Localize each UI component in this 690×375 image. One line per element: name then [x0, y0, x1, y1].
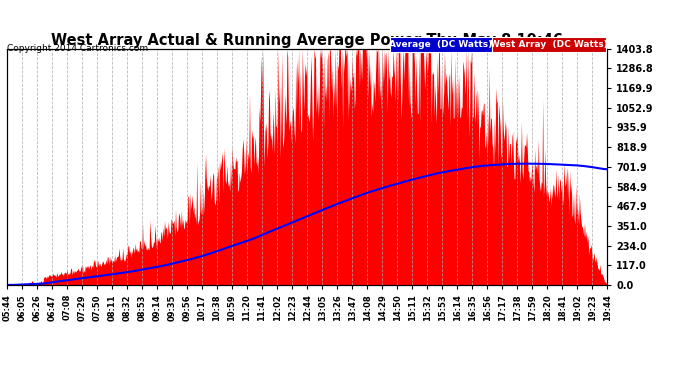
Text: Average  (DC Watts): Average (DC Watts)	[389, 40, 493, 49]
Bar	[390, 38, 492, 52]
Title: West Array Actual & Running Average Power Thu May 8 19:46: West Array Actual & Running Average Powe…	[51, 33, 563, 48]
Bar	[492, 38, 606, 52]
Text: West Array  (DC Watts): West Array (DC Watts)	[490, 40, 608, 49]
Text: Copyright 2014 Cartronics.com: Copyright 2014 Cartronics.com	[7, 44, 148, 52]
